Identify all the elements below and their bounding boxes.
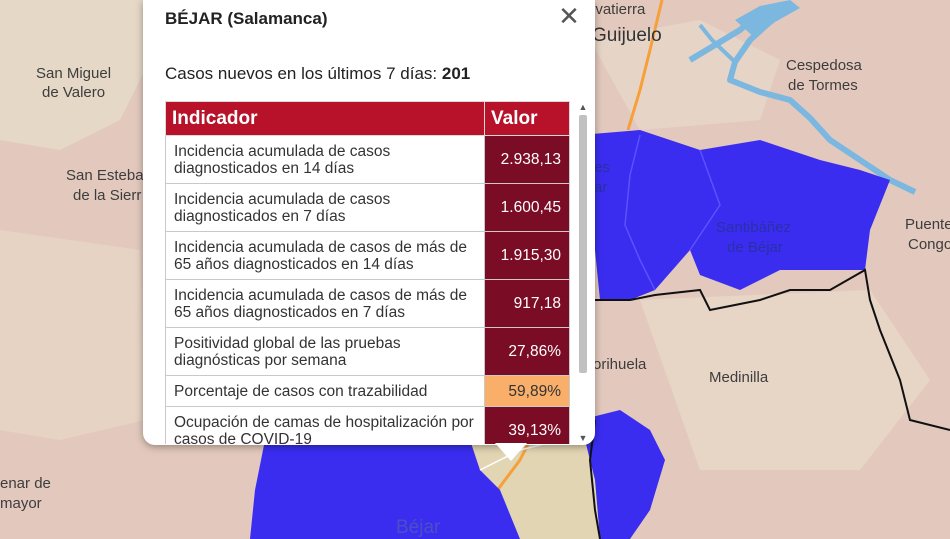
boundary [689,149,721,251]
table-header-row: Indicador Valor [165,101,570,136]
place-label: de la Sierr [73,187,142,204]
header-value: Valor [484,101,570,136]
indicator-cell: Incidencia acumulada de casos de más de … [165,231,485,280]
place-label: Medinilla [709,369,769,386]
scroll-down-icon[interactable]: ▼ [578,433,588,443]
place-label: es [594,159,610,176]
place-label-bejar: Béjar [396,517,441,538]
place-label: de Valero [42,84,106,101]
place-label: San Miguel [36,65,112,82]
new-cases-summary: Casos nuevos en los últimos 7 días: 201 [165,64,470,84]
place-label: mayor [0,495,42,512]
indicator-cell: Positividad global de las pruebas diagnó… [165,327,485,376]
road [626,0,664,131]
terrain-patch [640,290,930,470]
value-cell: 2.938,13 [484,135,570,184]
place-label-santibanez: Santibáñez [716,219,792,236]
terrain-patch [0,230,145,440]
scroll-track[interactable] [579,113,587,432]
new-cases-value: 201 [441,64,471,83]
header-indicator: Indicador [165,101,485,136]
place-label: orihuela [593,356,647,373]
new-cases-label: Casos nuevos en los últimos 7 días: [165,64,438,83]
info-popup: ✕ BÉJAR (Salamanca) Casos nuevos en los … [143,0,595,461]
municipality-highlight[interactable] [580,410,665,539]
table-row: Porcentaje de casos con trazabilidad 59,… [165,375,570,407]
value-cell: 1.600,45 [484,183,570,232]
popup-title: BÉJAR (Salamanca) [165,9,328,28]
place-label: enar de [0,475,51,492]
indicator-table-container[interactable]: Indicador Valor Incidencia acumulada de … [165,101,570,444]
indicator-cell: Incidencia acumulada de casos diagnostic… [165,183,485,232]
scroll-thumb[interactable] [579,115,587,373]
place-label: Cespedosa [786,57,862,74]
table-row: Ocupación de camas de hospitalización po… [165,406,570,444]
place-label-santibanez: de Béjar [727,239,783,256]
place-label: San Esteba [66,167,144,184]
place-label: Puente [905,216,950,233]
indicator-table: Indicador Valor Incidencia acumulada de … [165,101,570,444]
province-border [595,268,950,431]
table-row: Incidencia acumulada de casos diagnostic… [165,135,570,184]
indicator-cell: Ocupación de camas de hospitalización po… [165,406,485,444]
table-scrollbar[interactable]: ▲ ▼ [576,101,590,444]
table-row: Incidencia acumulada de casos de más de … [165,279,570,328]
boundary [624,134,656,291]
table-row: Positividad global de las pruebas diagnó… [165,327,570,376]
popup-pointer [495,443,527,461]
terrain-patch [0,0,150,150]
municipality-highlight[interactable] [580,130,890,300]
value-cell: 39,13% [484,406,570,444]
scroll-up-icon[interactable]: ▲ [578,102,588,112]
table-row: Incidencia acumulada de casos diagnostic… [165,183,570,232]
indicator-cell: Incidencia acumulada de casos diagnostic… [165,135,485,184]
place-label: ar [594,179,608,196]
place-label-guijuelo: Guijuelo [592,25,662,46]
value-cell: 59,89% [484,375,570,407]
reservoir [735,0,800,38]
place-label: de Tormes [788,77,858,94]
indicator-cell: Porcentaje de casos con trazabilidad [165,375,485,407]
place-label: Congo [908,236,950,253]
place-label: lvatierra [592,1,646,18]
indicator-cell: Incidencia acumulada de casos de más de … [165,279,485,328]
municipality-bejar[interactable] [250,440,520,539]
value-cell: 27,86% [484,327,570,376]
value-cell: 917,18 [484,279,570,328]
close-icon[interactable]: ✕ [558,1,580,31]
table-row: Incidencia acumulada de casos de más de … [165,231,570,280]
river-branch [698,23,737,64]
value-cell: 1.915,30 [484,231,570,280]
